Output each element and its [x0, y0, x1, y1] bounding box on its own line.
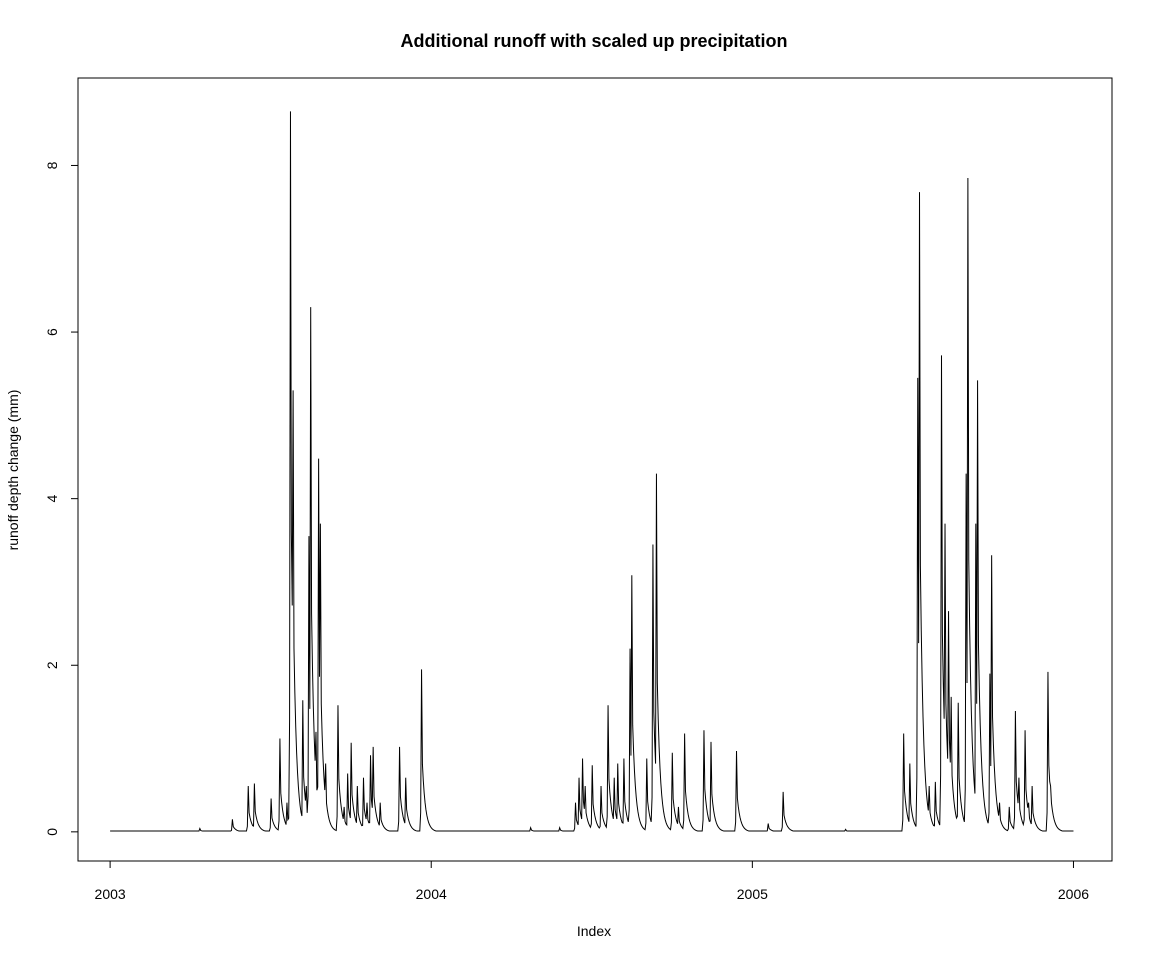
- x-tick-label: 2003: [95, 886, 126, 902]
- plot-frame: [77, 77, 1113, 862]
- x-tick-label: 2005: [737, 886, 768, 902]
- y-tick-label: 2: [44, 661, 60, 669]
- y-axis-label: runoff depth change (mm): [5, 390, 21, 551]
- y-axis: 0 2 4 6 8: [44, 161, 79, 836]
- runoff-series-line: [110, 111, 1074, 832]
- x-axis-label: Index: [577, 923, 611, 939]
- y-tick-label: 8: [44, 161, 60, 169]
- x-tick-label: 2006: [1058, 886, 1089, 902]
- y-tick-label: 6: [44, 328, 60, 336]
- chart-title: Additional runoff with scaled up precipi…: [401, 31, 788, 51]
- x-tick-label: 2004: [416, 886, 447, 902]
- y-tick-label: 0: [44, 828, 60, 836]
- y-tick-label: 4: [44, 495, 60, 503]
- x-axis: 2003 2004 2005 2006: [95, 860, 1089, 902]
